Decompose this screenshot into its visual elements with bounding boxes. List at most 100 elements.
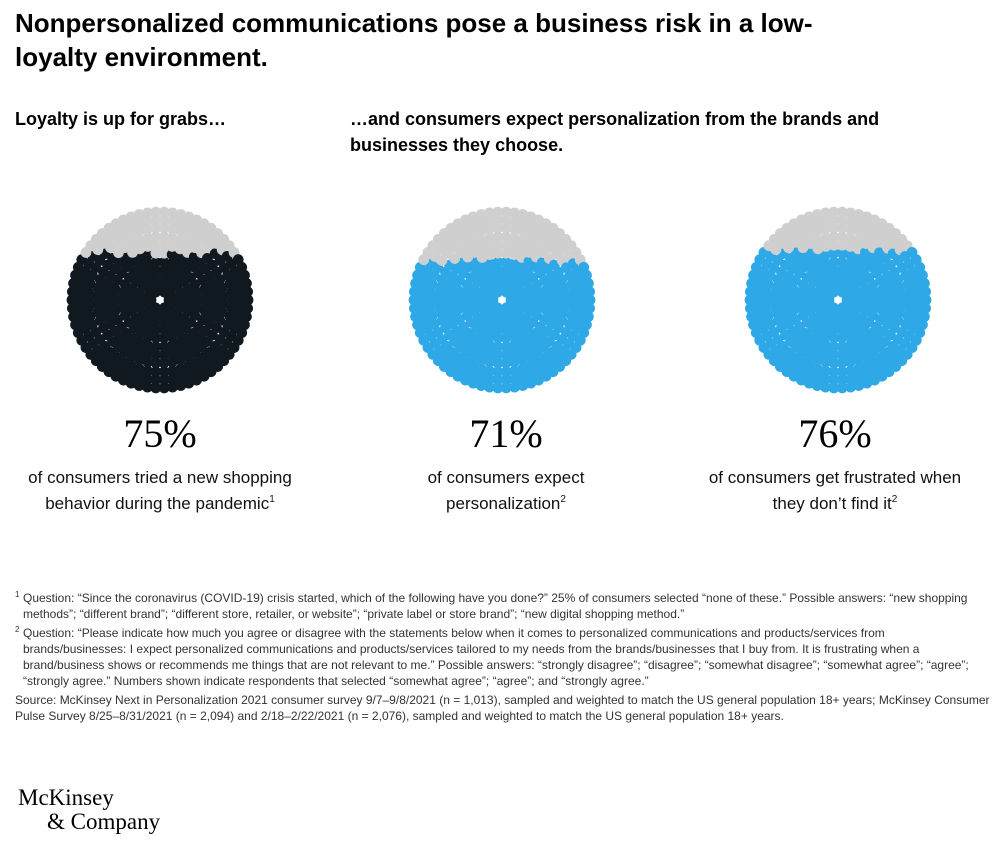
empty-dot <box>133 217 145 229</box>
filled-dot <box>845 381 856 393</box>
filled-dot <box>410 277 421 289</box>
filled-dot <box>409 302 420 314</box>
empty-dot <box>820 215 831 227</box>
empty-dot <box>150 214 162 226</box>
filled-dot <box>158 366 170 378</box>
filled-dot <box>150 366 162 378</box>
filled-dot <box>508 356 520 368</box>
filled-dot <box>828 382 840 394</box>
filled-dot <box>746 277 757 289</box>
filled-dot <box>836 324 848 336</box>
filled-dot <box>458 294 470 306</box>
empty-dot <box>492 214 504 226</box>
empty-dot <box>836 231 848 243</box>
filled-dot <box>920 286 931 298</box>
empty-dot <box>828 214 840 226</box>
filled-dot <box>150 264 162 276</box>
empty-dot <box>492 222 504 234</box>
stat-value-1: 75% <box>123 411 197 456</box>
empty-dot <box>811 225 823 237</box>
empty-dot <box>836 222 848 234</box>
empty-dot <box>820 240 832 252</box>
stat-description-text-1: of consumers tried a new shopping behavi… <box>28 468 292 513</box>
empty-dot <box>167 223 178 235</box>
filled-dot <box>820 249 832 260</box>
empty-dot <box>158 239 170 251</box>
logo-line-2: & Company <box>47 809 161 834</box>
filled-dot <box>158 357 170 369</box>
empty-dot <box>509 207 520 219</box>
filled-dot <box>836 247 848 259</box>
filled-dot <box>492 341 504 353</box>
filled-dot <box>794 294 806 306</box>
filled-dot <box>920 302 931 314</box>
filled-dot <box>919 277 930 289</box>
filled-dot <box>853 363 865 375</box>
empty-dot <box>500 247 512 259</box>
filled-dot <box>836 332 848 344</box>
filled-dot <box>66 294 78 306</box>
filled-dot <box>769 290 781 302</box>
filled-dot <box>409 286 420 298</box>
empty-dot <box>142 240 154 252</box>
filled-dot <box>67 302 78 314</box>
empty-dot <box>836 214 848 226</box>
filled-dot <box>492 374 504 386</box>
empty-dot <box>828 231 840 243</box>
empty-dot <box>167 215 178 227</box>
filled-dot <box>845 373 856 385</box>
filled-dot <box>836 341 848 353</box>
filled-dot <box>920 294 932 306</box>
filled-dot <box>853 371 865 383</box>
dot-pie-1 <box>66 206 254 394</box>
filled-dot <box>895 298 907 310</box>
filled-dot <box>241 311 252 323</box>
filled-dot <box>158 374 170 386</box>
filled-dot <box>894 282 906 294</box>
filled-dot <box>175 380 187 391</box>
filled-dot <box>142 365 153 377</box>
filled-dot <box>492 272 504 284</box>
empty-dot <box>836 239 848 251</box>
filled-dot <box>117 302 129 314</box>
empty-dot <box>142 207 153 219</box>
empty-dot <box>492 247 504 259</box>
footnote-1-text: Question: “Since the coronavirus (COVID-… <box>23 591 968 621</box>
empty-dot <box>500 231 512 243</box>
filled-dot <box>150 382 162 394</box>
footnote-1-mark: 1 <box>15 590 20 599</box>
filled-dot <box>70 319 81 331</box>
filled-dot <box>67 286 78 298</box>
filled-dot <box>517 380 529 391</box>
footnote-2-text: Question: “Please indicate how much you … <box>23 626 969 688</box>
filled-dot <box>534 294 546 306</box>
empty-dot <box>150 231 162 243</box>
filled-dot <box>492 366 504 378</box>
filled-dot <box>828 272 840 284</box>
empty-dot <box>158 222 170 234</box>
filled-dot <box>828 374 840 386</box>
filled-dot <box>142 373 153 385</box>
filled-dot <box>217 298 229 310</box>
filled-dot <box>412 319 423 331</box>
filled-dot <box>828 247 840 259</box>
filled-dot <box>500 324 512 336</box>
filled-dot <box>509 381 520 393</box>
filled-dot <box>166 348 178 360</box>
filled-dot <box>836 316 848 328</box>
filled-dot <box>492 382 504 394</box>
filled-dot <box>828 341 840 353</box>
filled-dot <box>484 381 495 393</box>
filled-dot <box>853 380 865 391</box>
stat-description-text-2: of consumers expect personalization <box>427 468 585 513</box>
filled-dot <box>175 371 187 383</box>
filled-dot <box>158 332 170 344</box>
filled-dot <box>158 382 170 394</box>
logo-line-1: McKinsey <box>18 785 114 810</box>
filled-dot <box>828 357 840 369</box>
filled-dot <box>492 264 504 276</box>
empty-dot <box>500 214 512 226</box>
empty-dot <box>811 209 823 220</box>
empty-dot <box>158 231 170 243</box>
filled-dot <box>769 298 781 310</box>
